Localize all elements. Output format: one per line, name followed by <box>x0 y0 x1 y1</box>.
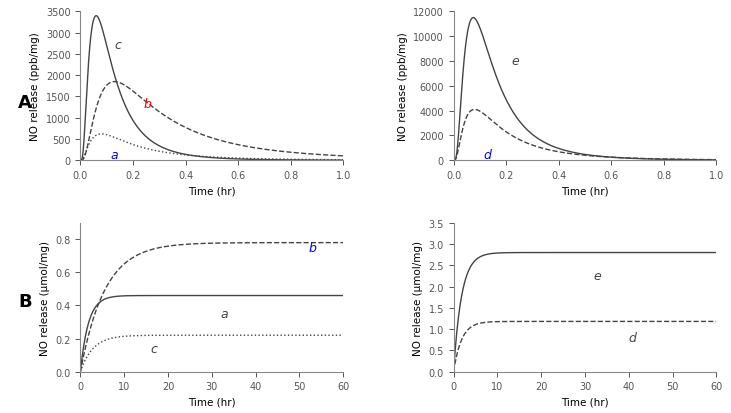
Text: a: a <box>110 149 118 161</box>
X-axis label: Time (hr): Time (hr) <box>561 397 609 407</box>
Text: b: b <box>308 241 316 254</box>
X-axis label: Time (hr): Time (hr) <box>188 186 235 196</box>
Y-axis label: NO release (ppb/mg): NO release (ppb/mg) <box>31 32 40 141</box>
Text: a: a <box>221 307 228 320</box>
Text: A: A <box>18 94 32 112</box>
Text: c: c <box>115 38 121 52</box>
Text: d: d <box>484 149 492 161</box>
Text: e: e <box>512 55 519 67</box>
X-axis label: Time (hr): Time (hr) <box>188 397 235 407</box>
Y-axis label: NO release (μmol/mg): NO release (μmol/mg) <box>39 240 50 355</box>
X-axis label: Time (hr): Time (hr) <box>561 186 609 196</box>
Y-axis label: NO release (ppb/mg): NO release (ppb/mg) <box>398 32 408 141</box>
Text: B: B <box>18 292 32 311</box>
Text: b: b <box>143 98 151 111</box>
Text: c: c <box>151 342 157 355</box>
Y-axis label: NO release (μmol/mg): NO release (μmol/mg) <box>413 240 423 355</box>
Text: d: d <box>629 331 637 344</box>
Text: e: e <box>594 269 602 282</box>
